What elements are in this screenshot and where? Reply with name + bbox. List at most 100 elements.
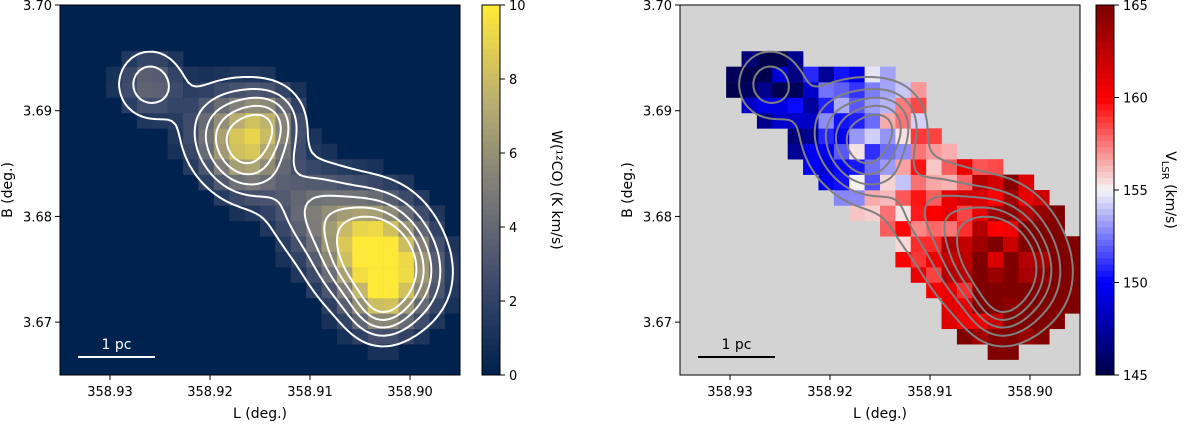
heatmap-cell xyxy=(367,282,384,299)
heatmap-cell xyxy=(321,174,338,191)
heatmap-cell xyxy=(787,97,804,114)
colorbar-swatch xyxy=(482,331,500,339)
contour-line xyxy=(835,104,1045,321)
colorbar-swatch xyxy=(1096,245,1114,253)
colorbar-swatch xyxy=(482,42,500,49)
heatmap-cell xyxy=(910,205,927,222)
colorbar-swatch xyxy=(482,264,500,271)
heatmap-cell xyxy=(1049,313,1065,330)
heatmap-cell xyxy=(987,344,1004,360)
colorbar-swatch xyxy=(482,270,500,277)
heatmap-cell xyxy=(1018,205,1035,222)
scale-bar-label: 1 pc xyxy=(722,337,752,353)
heatmap-cell xyxy=(290,174,307,191)
heatmap-cell xyxy=(864,174,881,191)
heatmap-cell xyxy=(956,251,973,268)
colorbar-swatch xyxy=(1096,29,1114,37)
heatmap-cell xyxy=(167,97,184,114)
colorbar-swatch xyxy=(482,338,500,345)
colorbar-swatch xyxy=(482,294,500,302)
heatmap-cell xyxy=(306,159,322,175)
colorbar-swatch xyxy=(1096,159,1114,166)
heatmap-cell xyxy=(321,143,338,160)
heatmap-cell xyxy=(895,205,912,222)
y-tick-label: 3.70 xyxy=(23,0,52,14)
heatmap-cell xyxy=(413,205,430,222)
colorbar-swatch xyxy=(1096,257,1114,265)
heatmap-cell xyxy=(413,190,430,206)
heatmap-cell xyxy=(956,220,973,237)
heatmap-cell xyxy=(864,205,881,222)
heatmap-cell xyxy=(926,159,942,175)
colorbar-swatch xyxy=(482,227,500,234)
heatmap-cell xyxy=(152,66,168,83)
colorbar-swatch xyxy=(482,165,500,172)
colorbar-swatch xyxy=(1096,368,1114,376)
heatmap-cell xyxy=(413,313,430,330)
heatmap-cell xyxy=(987,251,1004,268)
colorbar-swatch xyxy=(482,190,500,197)
colorbar-swatch xyxy=(1096,190,1114,197)
heatmap-cell xyxy=(321,297,338,314)
x-tick-label: 358.90 xyxy=(1007,385,1053,400)
colorbar-tick-label: 2 xyxy=(509,295,517,310)
heatmap-cell xyxy=(429,313,445,330)
colorbar-swatch xyxy=(482,17,500,24)
colorbar-swatch xyxy=(1096,202,1114,209)
colorbar-swatch xyxy=(1096,350,1114,357)
colorbar-tick-label: 10 xyxy=(509,0,526,14)
colorbar-swatch xyxy=(1096,23,1114,31)
contour-line xyxy=(738,50,1074,348)
colorbar-swatch xyxy=(482,91,500,98)
heatmap-cell xyxy=(367,190,384,206)
colorbar-swatch xyxy=(1096,196,1114,203)
colorbar-swatch xyxy=(1096,362,1114,370)
heatmap-cell xyxy=(413,267,430,283)
heatmap-cell xyxy=(1033,236,1050,252)
heatmap-cell xyxy=(336,190,353,206)
heatmap-cell xyxy=(198,174,215,191)
heatmap-cell xyxy=(413,236,430,252)
axis-ticks: 358.93 358.92 358.91 358.90 3.67 3.68 3.69 3.70 xyxy=(643,0,1053,400)
heatmap-cell xyxy=(1033,205,1050,222)
heatmap-cell xyxy=(787,143,804,160)
heatmap-cell xyxy=(926,251,942,268)
heatmap-cell xyxy=(383,220,399,237)
colorbar-swatch xyxy=(1096,325,1114,333)
heatmap-cell xyxy=(956,190,973,206)
heatmap-cell xyxy=(972,236,988,252)
heatmap-cell xyxy=(398,174,415,191)
colorbar-swatch xyxy=(1096,85,1114,92)
heatmap-cell xyxy=(880,205,896,222)
y-tick-label: 3.69 xyxy=(23,105,52,120)
heatmap-cell xyxy=(987,220,1004,237)
heatmap-cell xyxy=(352,328,368,345)
heatmap-cell xyxy=(864,112,881,129)
contour-line xyxy=(215,104,425,321)
heatmap-cell xyxy=(336,267,353,283)
heatmap-cell xyxy=(229,128,245,145)
colorbar-swatch xyxy=(1096,165,1114,172)
colorbar-swatch xyxy=(1096,153,1114,160)
heatmap-cell xyxy=(152,82,168,98)
heatmap-cell xyxy=(941,313,958,330)
heatmap-cell xyxy=(290,82,307,98)
heatmap-cell xyxy=(167,82,184,98)
heatmap-cell xyxy=(244,112,261,129)
y-tick-label: 3.67 xyxy=(23,316,52,331)
heatmap-cell xyxy=(987,236,1004,252)
colorbar-swatch xyxy=(1096,60,1114,68)
heatmap-cell xyxy=(367,297,384,314)
colorbar-swatch xyxy=(1096,122,1114,129)
colorbar-swatch xyxy=(1096,103,1114,111)
colorbar-swatch xyxy=(482,319,500,327)
heatmap-cell xyxy=(398,328,415,345)
heatmap-cell xyxy=(183,97,199,114)
x-tick-label: 358.93 xyxy=(87,385,133,400)
heatmap-cell xyxy=(849,159,865,175)
contour-line xyxy=(118,50,454,348)
colorbar-tick-label: 0 xyxy=(509,369,517,384)
heatmap-cell xyxy=(987,282,1004,299)
heatmap-cell xyxy=(244,66,261,83)
contour-line xyxy=(225,113,418,313)
